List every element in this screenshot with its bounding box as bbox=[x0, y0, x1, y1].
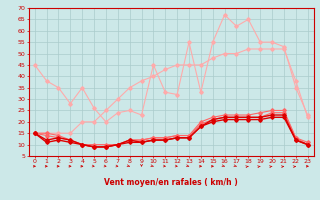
X-axis label: Vent moyen/en rafales ( km/h ): Vent moyen/en rafales ( km/h ) bbox=[104, 178, 238, 187]
